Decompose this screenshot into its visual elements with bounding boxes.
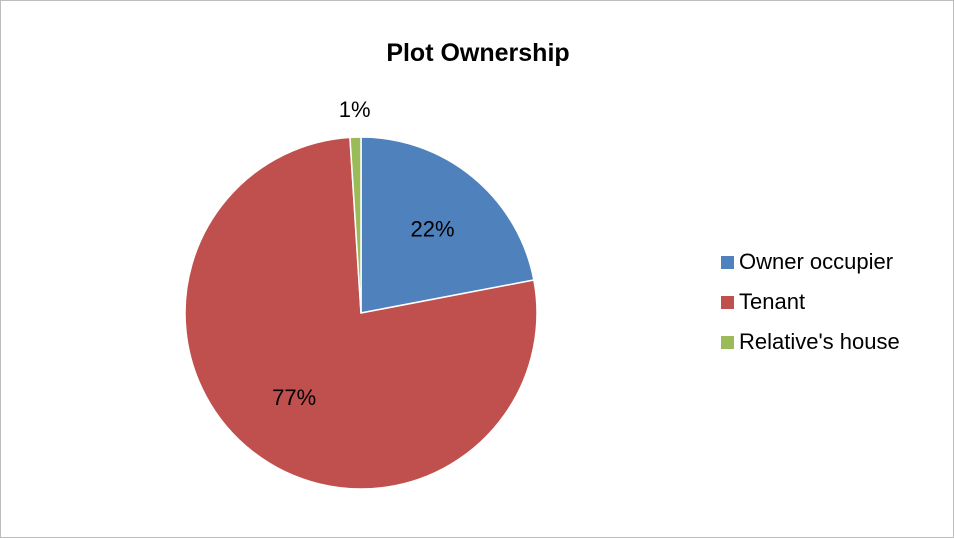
data-label-tenant: 77% [272,385,316,410]
legend-swatch [721,295,734,309]
chart-title: Plot Ownership [386,39,570,67]
legend: Owner occupier Tenant Relative's house [721,247,900,367]
legend-label: Owner occupier [739,249,894,274]
legend-swatch [721,255,734,269]
pie-slice-relatives-house [349,136,362,314]
pie-slice-owner-occupier [360,136,535,314]
legend-swatch [721,335,734,349]
legend-label: Relative's house [739,329,900,354]
legend-label: Tenant [739,289,806,314]
legend-item-tenant: Tenant [721,287,900,317]
data-label-owner-occupier: 22% [411,217,455,242]
data-label-relatives-house: 1% [339,97,371,122]
pie-slice-tenant [184,136,538,490]
legend-item-relatives-house: Relative's house [721,327,900,357]
legend-item-owner-occupier: Owner occupier [721,247,900,277]
